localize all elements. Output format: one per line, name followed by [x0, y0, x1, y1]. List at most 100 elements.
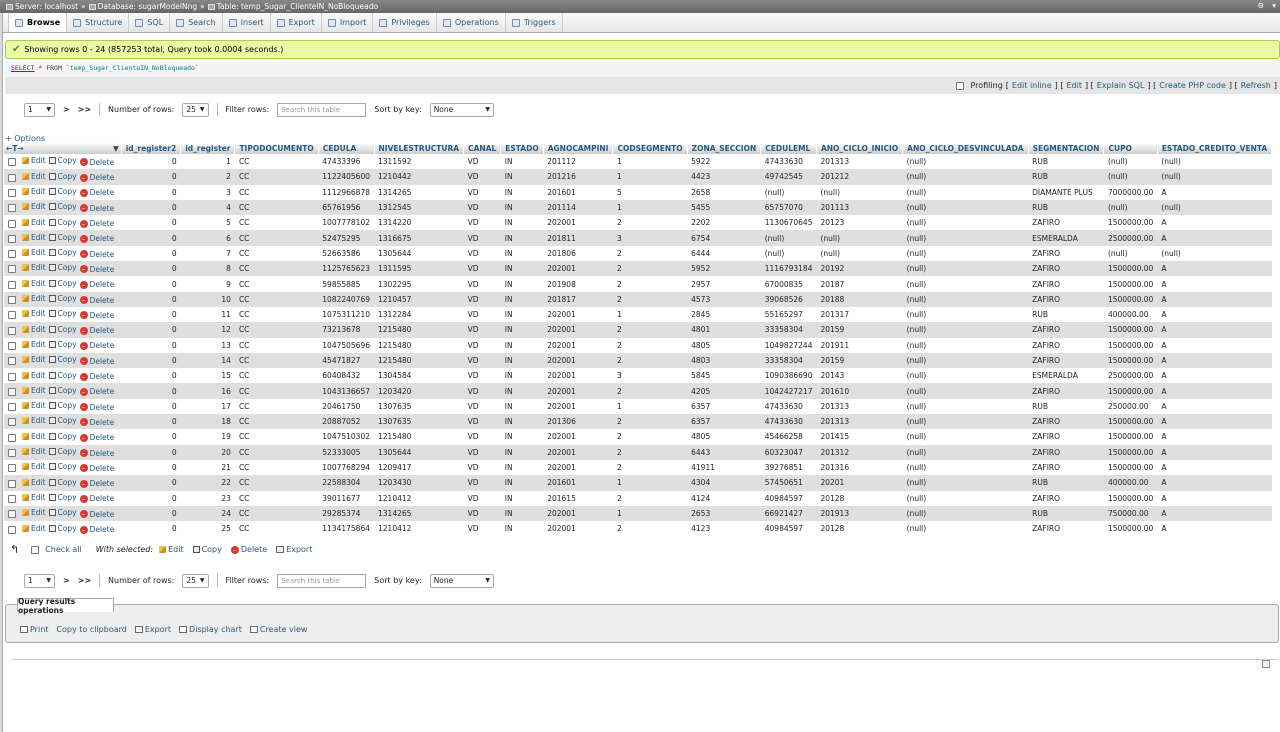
table-cell[interactable]: (null) — [1157, 199, 1272, 216]
row-delete-button[interactable]: – Delete — [79, 188, 114, 197]
tab-search[interactable]: Search — [170, 13, 223, 32]
table-cell[interactable]: 1 — [612, 169, 688, 185]
table-cell[interactable]: 1500000.00 — [1103, 521, 1158, 537]
table-cell[interactable]: VD — [463, 414, 501, 430]
table-cell[interactable]: 1500000.00 — [1103, 444, 1158, 460]
table-cell[interactable]: 20187 — [816, 276, 903, 292]
table-cell[interactable]: IN — [500, 398, 544, 415]
table-cell[interactable]: 201312 — [816, 444, 903, 460]
row-copy-button[interactable]: Copy — [48, 218, 77, 227]
table-cell[interactable]: 1203430 — [374, 475, 464, 491]
row-checkbox[interactable] — [8, 479, 16, 488]
row-edit-button[interactable]: Edit — [22, 309, 46, 318]
row-checkbox[interactable] — [8, 418, 16, 427]
row-checkbox[interactable] — [8, 372, 16, 381]
table-cell[interactable]: 1305644 — [374, 444, 464, 460]
table-cell[interactable]: 6357 — [687, 414, 761, 430]
table-cell[interactable]: VD — [463, 199, 501, 216]
table-cell[interactable]: IN — [500, 414, 544, 430]
table-cell[interactable]: 5 — [612, 184, 688, 200]
table-cell[interactable]: CC — [234, 368, 319, 384]
tab-operations[interactable]: Operations — [437, 13, 506, 32]
tab-sql[interactable]: SQL — [129, 13, 171, 32]
table-cell[interactable]: (null) — [902, 337, 1029, 353]
row-delete-button[interactable]: – Delete — [79, 265, 114, 274]
table-cell[interactable]: 202001 — [543, 383, 613, 399]
table-cell[interactable]: 1116793184 — [760, 261, 817, 277]
table-cell[interactable]: 33358304 — [760, 352, 817, 369]
table-cell[interactable]: 20887052 — [318, 414, 374, 430]
table-cell[interactable]: 2 — [612, 276, 688, 292]
table-cell[interactable]: 0 — [121, 352, 181, 369]
table-cell[interactable]: 201601 — [543, 184, 613, 200]
table-cell[interactable]: ZAFIRO — [1028, 291, 1104, 307]
table-cell[interactable]: VD — [463, 521, 501, 537]
table-cell[interactable]: 201913 — [816, 505, 903, 522]
table-cell[interactable]: 1210412 — [374, 490, 464, 506]
row-delete-button[interactable]: – Delete — [79, 173, 114, 182]
bulk-delete-button[interactable]: – Delete — [230, 545, 267, 554]
table-cell[interactable]: 0 — [121, 261, 181, 277]
table-cell[interactable]: CC — [234, 337, 319, 353]
table-cell[interactable]: A — [1157, 261, 1272, 277]
table-cell[interactable]: 2 — [612, 245, 688, 262]
row-edit-button[interactable]: Edit — [22, 432, 46, 441]
table-cell[interactable]: 2845 — [687, 306, 761, 323]
table-cell[interactable]: VD — [463, 276, 501, 292]
table-cell[interactable]: (null) — [902, 261, 1029, 277]
table-cell[interactable]: 52333005 — [318, 444, 374, 460]
table-cell[interactable]: 1043136657 — [318, 383, 374, 399]
table-cell[interactable]: CC — [234, 398, 319, 415]
table-cell[interactable]: 0 — [121, 184, 181, 200]
table-cell[interactable]: A — [1157, 337, 1272, 353]
table-cell[interactable]: RUB — [1028, 505, 1104, 522]
table-cell[interactable]: 20461750 — [318, 398, 374, 415]
table-cell[interactable]: IN — [500, 352, 544, 369]
table-cell[interactable]: 0 — [121, 398, 181, 415]
table-cell[interactable]: 2500000.00 — [1103, 230, 1158, 246]
table-cell[interactable]: 1500000.00 — [1103, 261, 1158, 277]
row-delete-button[interactable]: – Delete — [79, 326, 114, 335]
table-cell[interactable]: 201806 — [543, 245, 613, 262]
row-checkbox[interactable] — [8, 280, 16, 289]
table-cell[interactable]: 202001 — [543, 306, 613, 323]
table-cell[interactable]: 400000.00 — [1103, 306, 1158, 323]
table-cell[interactable]: VD — [463, 505, 501, 522]
table-cell[interactable]: (null) — [902, 490, 1029, 506]
table-cell[interactable]: RUB — [1028, 154, 1104, 170]
table-cell[interactable]: 15 — [180, 368, 235, 384]
row-copy-button[interactable]: Copy — [48, 202, 77, 211]
table-cell[interactable]: 18 — [180, 414, 235, 430]
table-cell[interactable]: 750000.00 — [1103, 505, 1158, 522]
table-cell[interactable]: (null) — [816, 245, 903, 262]
table-cell[interactable]: IN — [500, 230, 544, 246]
table-cell[interactable]: 2202 — [687, 215, 761, 231]
row-delete-button[interactable]: – Delete — [79, 464, 114, 473]
table-cell[interactable]: 13 — [180, 337, 235, 353]
table-cell[interactable]: 201911 — [816, 337, 903, 353]
table-cell[interactable]: VD — [463, 368, 501, 384]
table-cell[interactable]: 20123 — [816, 215, 903, 231]
column-header[interactable]: CODSEGMENTO — [612, 143, 688, 154]
table-cell[interactable]: VD — [463, 306, 501, 323]
row-copy-button[interactable]: Copy — [48, 462, 77, 471]
row-delete-button[interactable]: – Delete — [79, 357, 114, 366]
row-checkbox[interactable] — [8, 250, 16, 259]
table-cell[interactable]: 0 — [121, 521, 181, 537]
row-edit-button[interactable]: Edit — [22, 172, 46, 181]
row-delete-button[interactable]: – Delete — [79, 372, 114, 381]
table-cell[interactable]: A — [1157, 184, 1272, 200]
table-cell[interactable]: 55165297 — [760, 306, 817, 323]
table-cell[interactable]: ZAFIRO — [1028, 490, 1104, 506]
next-page-button[interactable]: > — [63, 576, 70, 585]
table-cell[interactable]: 25 — [180, 521, 235, 537]
table-cell[interactable]: 22588304 — [318, 475, 374, 491]
table-cell[interactable]: 1 — [612, 306, 688, 323]
table-cell[interactable]: 2 — [612, 459, 688, 476]
table-cell[interactable]: CC — [234, 414, 319, 430]
table-cell[interactable]: 1314220 — [374, 215, 464, 231]
table-cell[interactable]: 5952 — [687, 261, 761, 277]
table-cell[interactable]: 1125765623 — [318, 261, 374, 277]
table-cell[interactable]: 60323047 — [760, 444, 817, 460]
table-cell[interactable]: 9 — [180, 276, 235, 292]
